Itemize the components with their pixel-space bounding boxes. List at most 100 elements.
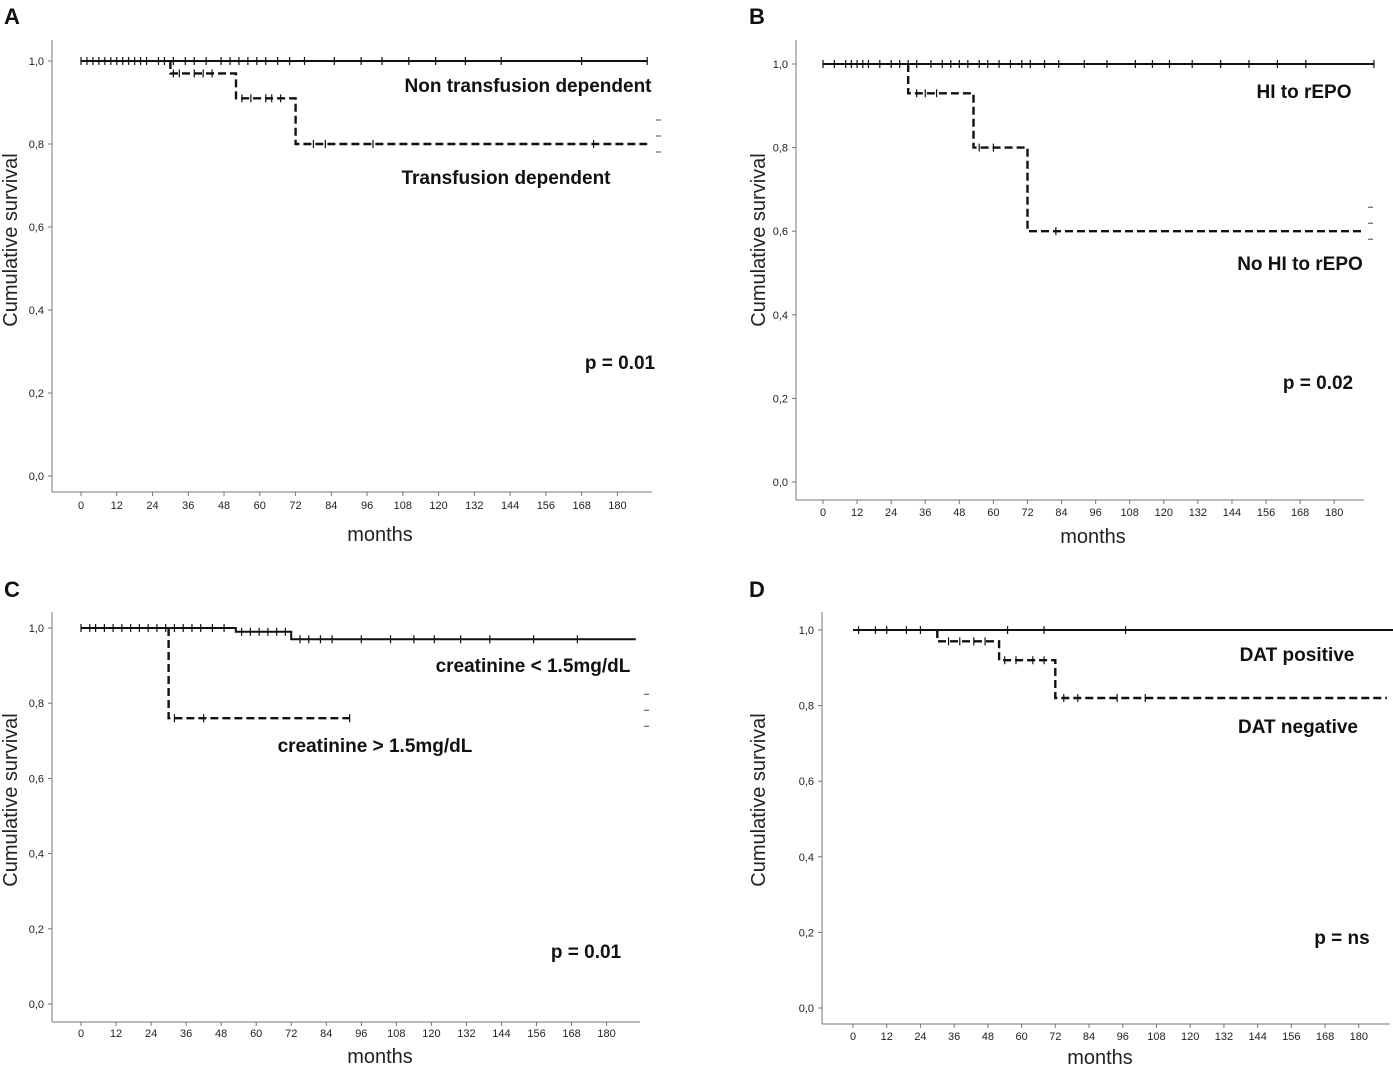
y-tick-label: 0,4 xyxy=(799,852,814,864)
x-tick-label: 0 xyxy=(820,507,826,519)
x-tick-label: 48 xyxy=(215,1028,227,1040)
y-axis-title: Cumulative survival xyxy=(0,153,22,326)
x-tick-label: 120 xyxy=(1181,1031,1199,1043)
x-tick-label: 108 xyxy=(1147,1031,1165,1043)
km-panel-b: B 0,0 0,2 0,4 0,6 0,8 1,0 0 12 24 36 48 60 72 84 96 108 1… xyxy=(748,4,1375,548)
x-tick-label: 48 xyxy=(982,1031,994,1043)
y-tick-label: 0,6 xyxy=(29,222,44,234)
series-label: DAT positive xyxy=(1240,645,1355,666)
x-tick-label: 156 xyxy=(1282,1031,1300,1043)
x-tick-label: 36 xyxy=(919,507,931,519)
y-tick-label: 0,8 xyxy=(773,143,788,155)
y-tick-label: 0,8 xyxy=(29,139,44,151)
panel-letter: C xyxy=(4,577,20,602)
x-tick-label: 132 xyxy=(465,500,483,512)
km-panel-a: A 0,0 0,2 0,4 0,6 0,8 1,0 0 12 24 36 48 60 72 84 96 108 1… xyxy=(0,4,661,546)
x-tick-label: 180 xyxy=(608,500,626,512)
x-tick-label: 84 xyxy=(1083,1031,1095,1043)
x-tick-label: 168 xyxy=(1316,1031,1334,1043)
x-tick-label: 72 xyxy=(289,500,301,512)
x-tick-label: 36 xyxy=(180,1028,192,1040)
series-label: DAT negative xyxy=(1238,717,1358,738)
km-panel-c: C 0,0 0,2 0,4 0,6 0,8 1,0 0 12 24 36 48 60 72 84 96 108 1… xyxy=(0,577,649,1066)
x-tick-label: 144 xyxy=(492,1028,510,1040)
y-tick-label: 0,0 xyxy=(29,471,44,483)
y-tick-label: 0,4 xyxy=(29,305,44,317)
x-tick-label: 24 xyxy=(146,500,158,512)
x-tick-label: 96 xyxy=(361,500,373,512)
x-tick-label: 84 xyxy=(325,500,337,512)
x-tick-label: 96 xyxy=(1117,1031,1129,1043)
y-axis-title: Cumulative survival xyxy=(0,713,22,886)
x-axis-title: months xyxy=(347,1046,413,1066)
km-panel-d: D 0,0 0,2 0,4 0,6 0,8 1,0 0 12 24 36 48 60 72 84 96 108 1… xyxy=(748,577,1393,1066)
series-label: Transfusion dependent xyxy=(401,168,611,189)
series-label: HI to rEPO xyxy=(1256,82,1351,103)
y-tick-label: 0,0 xyxy=(773,477,788,489)
x-tick-label: 96 xyxy=(1090,507,1102,519)
x-tick-label: 12 xyxy=(851,507,863,519)
p-value: p = 0.02 xyxy=(1283,373,1353,394)
series-label: creatinine > 1.5mg/dL xyxy=(278,736,473,757)
survival-curve-solid xyxy=(81,627,636,641)
x-tick-label: 120 xyxy=(1155,507,1173,519)
y-tick-label: 0,8 xyxy=(799,701,814,713)
y-tick-label: 0,6 xyxy=(773,226,788,238)
x-tick-label: 24 xyxy=(914,1031,926,1043)
x-tick-label: 144 xyxy=(501,500,519,512)
x-tick-label: 144 xyxy=(1248,1031,1266,1043)
series-label: Non transfusion dependent xyxy=(405,76,653,97)
x-tick-label: 12 xyxy=(881,1031,893,1043)
x-tick-label: 12 xyxy=(110,1028,122,1040)
x-tick-label: 168 xyxy=(562,1028,580,1040)
x-tick-label: 180 xyxy=(1325,507,1343,519)
y-tick-label: 0,8 xyxy=(29,698,44,710)
x-tick-label: 108 xyxy=(394,500,412,512)
y-tick-label: 0,0 xyxy=(29,999,44,1011)
x-tick-label: 168 xyxy=(1291,507,1309,519)
survival-curve-dashed xyxy=(167,628,350,720)
x-tick-label: 120 xyxy=(429,500,447,512)
x-tick-label: 60 xyxy=(987,507,999,519)
y-tick-label: 0,2 xyxy=(29,924,44,936)
x-tick-label: 132 xyxy=(1189,507,1207,519)
y-axis-title: Cumulative survival xyxy=(748,153,770,326)
x-tick-label: 72 xyxy=(1049,1031,1061,1043)
x-tick-label: 168 xyxy=(572,500,590,512)
x-tick-label: 96 xyxy=(355,1028,367,1040)
x-tick-label: 60 xyxy=(1015,1031,1027,1043)
x-tick-label: 0 xyxy=(78,1028,84,1040)
panel-letter: B xyxy=(749,4,765,29)
x-tick-label: 60 xyxy=(250,1028,262,1040)
x-axis-title: months xyxy=(1067,1047,1133,1066)
x-tick-label: 84 xyxy=(1055,507,1067,519)
p-value: p = 0.01 xyxy=(585,353,656,374)
x-tick-label: 60 xyxy=(254,500,266,512)
x-tick-label: 48 xyxy=(953,507,965,519)
x-tick-label: 84 xyxy=(320,1028,332,1040)
x-tick-label: 72 xyxy=(285,1028,297,1040)
x-tick-label: 108 xyxy=(387,1028,405,1040)
survival-curve-dashed xyxy=(907,64,1363,233)
y-tick-label: 1,0 xyxy=(29,623,44,635)
x-axis-title: months xyxy=(1060,526,1126,548)
x-tick-label: 156 xyxy=(537,500,555,512)
y-tick-label: 0,4 xyxy=(773,310,788,322)
x-tick-label: 48 xyxy=(218,500,230,512)
x-tick-label: 24 xyxy=(145,1028,157,1040)
x-axis-title: months xyxy=(347,524,413,546)
y-tick-label: 1,0 xyxy=(799,625,814,637)
x-tick-label: 156 xyxy=(1257,507,1275,519)
x-tick-label: 12 xyxy=(111,500,123,512)
x-tick-label: 156 xyxy=(527,1028,545,1040)
y-tick-label: 0,2 xyxy=(773,393,788,405)
y-tick-label: 0,6 xyxy=(799,776,814,788)
y-axis-title: Cumulative survival xyxy=(748,713,770,886)
x-tick-label: 180 xyxy=(597,1028,615,1040)
survival-curve-dashed xyxy=(169,61,648,146)
p-value: p = ns xyxy=(1314,928,1369,949)
x-tick-label: 120 xyxy=(422,1028,440,1040)
y-tick-label: 0,2 xyxy=(799,927,814,939)
x-tick-label: 36 xyxy=(948,1031,960,1043)
y-tick-label: 0,0 xyxy=(799,1003,814,1015)
